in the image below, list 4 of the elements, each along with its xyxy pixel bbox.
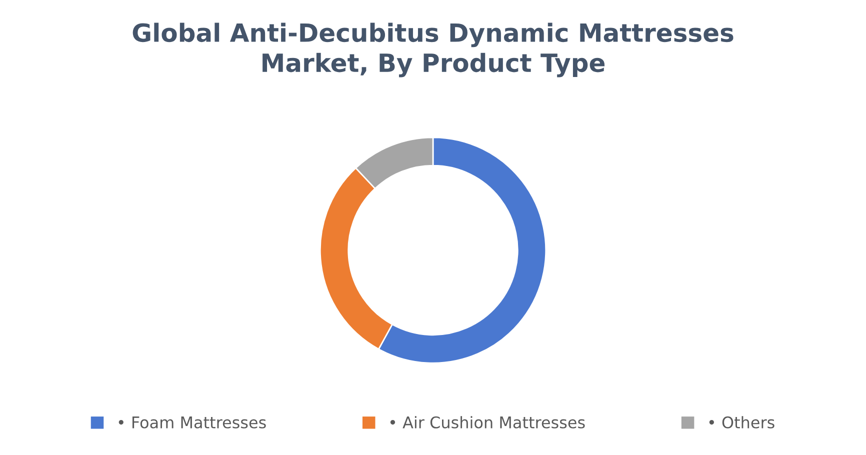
legend-label: • Foam Mattresses <box>118 416 266 428</box>
legend-label: • Others <box>709 416 774 428</box>
legend-label: • Air Cushion Mattresses <box>390 416 585 428</box>
chart-title: Global Anti-Decubitus Dynamic Mattresses Market, By Product Type <box>132 22 734 78</box>
